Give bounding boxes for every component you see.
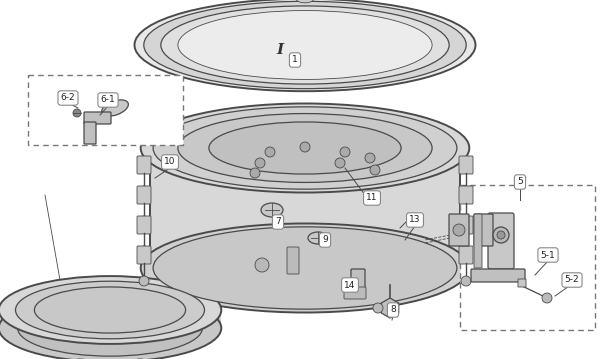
Ellipse shape (34, 287, 185, 333)
Ellipse shape (153, 107, 457, 189)
Text: 13: 13 (409, 215, 421, 224)
Circle shape (300, 142, 310, 152)
Text: 10: 10 (164, 158, 176, 167)
FancyBboxPatch shape (137, 156, 151, 174)
Circle shape (461, 246, 471, 256)
FancyBboxPatch shape (460, 185, 595, 330)
Text: 1: 1 (292, 56, 298, 65)
Ellipse shape (178, 10, 432, 79)
FancyBboxPatch shape (28, 75, 183, 145)
Text: 7: 7 (275, 218, 281, 227)
Ellipse shape (261, 203, 283, 217)
Ellipse shape (308, 232, 328, 244)
FancyBboxPatch shape (488, 213, 514, 269)
Text: 14: 14 (344, 280, 356, 289)
FancyBboxPatch shape (459, 186, 473, 204)
Text: 9: 9 (322, 236, 328, 244)
Polygon shape (150, 148, 460, 268)
Circle shape (139, 216, 149, 226)
FancyBboxPatch shape (449, 214, 469, 246)
Circle shape (255, 158, 265, 168)
Circle shape (453, 224, 465, 236)
Text: 5-1: 5-1 (541, 251, 556, 260)
Polygon shape (0, 310, 221, 328)
FancyBboxPatch shape (459, 156, 473, 174)
FancyBboxPatch shape (287, 247, 299, 274)
Text: 6-2: 6-2 (61, 93, 76, 103)
Circle shape (461, 216, 471, 226)
Ellipse shape (140, 103, 469, 192)
Circle shape (139, 246, 149, 256)
FancyBboxPatch shape (459, 216, 473, 234)
FancyBboxPatch shape (351, 269, 365, 293)
Circle shape (139, 186, 149, 196)
Ellipse shape (144, 1, 466, 89)
Ellipse shape (17, 300, 202, 356)
Text: 11: 11 (366, 194, 378, 202)
Circle shape (365, 153, 375, 163)
FancyBboxPatch shape (84, 112, 111, 124)
Ellipse shape (178, 113, 432, 182)
FancyBboxPatch shape (137, 246, 151, 264)
Circle shape (493, 227, 509, 243)
Ellipse shape (16, 281, 205, 339)
FancyBboxPatch shape (344, 287, 366, 299)
FancyBboxPatch shape (474, 214, 493, 246)
Ellipse shape (0, 276, 221, 344)
Circle shape (250, 168, 260, 178)
Text: 5-2: 5-2 (565, 275, 580, 284)
Circle shape (461, 276, 471, 286)
Circle shape (370, 165, 380, 175)
Text: I: I (277, 43, 284, 57)
Circle shape (265, 147, 275, 157)
Ellipse shape (0, 294, 221, 359)
Ellipse shape (296, 0, 314, 3)
Text: 8: 8 (390, 306, 396, 314)
Ellipse shape (209, 122, 401, 174)
Circle shape (255, 258, 269, 272)
Circle shape (542, 293, 552, 303)
Ellipse shape (140, 224, 469, 313)
Ellipse shape (101, 100, 128, 116)
Circle shape (340, 147, 350, 157)
FancyBboxPatch shape (474, 214, 482, 268)
Circle shape (497, 231, 505, 239)
Ellipse shape (153, 227, 457, 309)
FancyBboxPatch shape (137, 216, 151, 234)
Text: 5: 5 (517, 177, 523, 186)
FancyBboxPatch shape (518, 279, 526, 287)
Circle shape (373, 303, 383, 313)
Circle shape (461, 186, 471, 196)
Text: 6-1: 6-1 (101, 95, 115, 104)
Ellipse shape (134, 0, 476, 91)
Ellipse shape (161, 6, 449, 84)
Polygon shape (382, 298, 398, 318)
FancyBboxPatch shape (459, 246, 473, 264)
FancyBboxPatch shape (137, 186, 151, 204)
Circle shape (335, 158, 345, 168)
FancyBboxPatch shape (84, 122, 96, 144)
FancyBboxPatch shape (471, 269, 525, 282)
Circle shape (73, 109, 81, 117)
Circle shape (139, 276, 149, 286)
